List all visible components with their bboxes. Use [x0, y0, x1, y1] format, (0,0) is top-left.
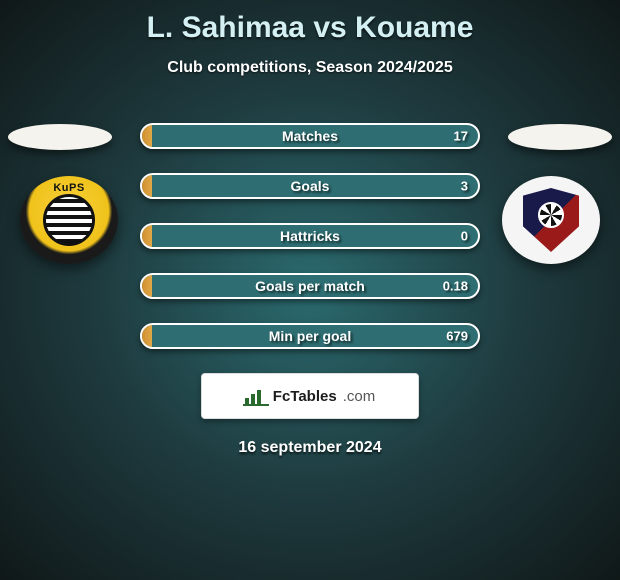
badge-text-1: FcTables	[273, 388, 337, 405]
page-title: L. Sahimaa vs Kouame	[0, 0, 620, 45]
club-crest-right	[502, 176, 600, 264]
stat-right: 679	[446, 329, 468, 344]
club-crest-left: KuPS	[20, 176, 118, 264]
stat-right: 0	[461, 229, 468, 244]
stat-fill	[142, 175, 152, 197]
stat-row: Matches 17	[140, 123, 480, 149]
player-marker-right	[508, 124, 612, 150]
stat-right: 3	[461, 179, 468, 194]
stat-right: 17	[454, 129, 468, 144]
stat-row: Min per goal 679	[140, 323, 480, 349]
shield-icon	[523, 188, 579, 252]
stat-row: Hattricks 0	[140, 223, 480, 249]
stat-fill	[142, 125, 152, 147]
subtitle: Club competitions, Season 2024/2025	[0, 59, 620, 77]
badge-text-2: .com	[343, 388, 376, 405]
stat-label: Min per goal	[269, 328, 351, 344]
crest-left-text: KuPS	[53, 182, 84, 194]
stat-fill	[142, 225, 152, 247]
ball-icon	[43, 194, 95, 246]
date-text: 16 september 2024	[0, 439, 620, 457]
stat-label: Goals per match	[255, 278, 365, 294]
bar-chart-icon	[245, 388, 267, 404]
stat-fill	[142, 275, 152, 297]
player-marker-left	[8, 124, 112, 150]
stats-list: Matches 17 Goals 3 Hattricks 0 Goals per…	[140, 123, 480, 349]
source-badge[interactable]: FcTables .com	[201, 373, 419, 419]
stat-row: Goals per match 0.18	[140, 273, 480, 299]
stat-label: Goals	[291, 178, 330, 194]
stat-fill	[142, 325, 152, 347]
stat-label: Hattricks	[280, 228, 340, 244]
stat-row: Goals 3	[140, 173, 480, 199]
stat-label: Matches	[282, 128, 338, 144]
stat-right: 0.18	[443, 279, 468, 294]
